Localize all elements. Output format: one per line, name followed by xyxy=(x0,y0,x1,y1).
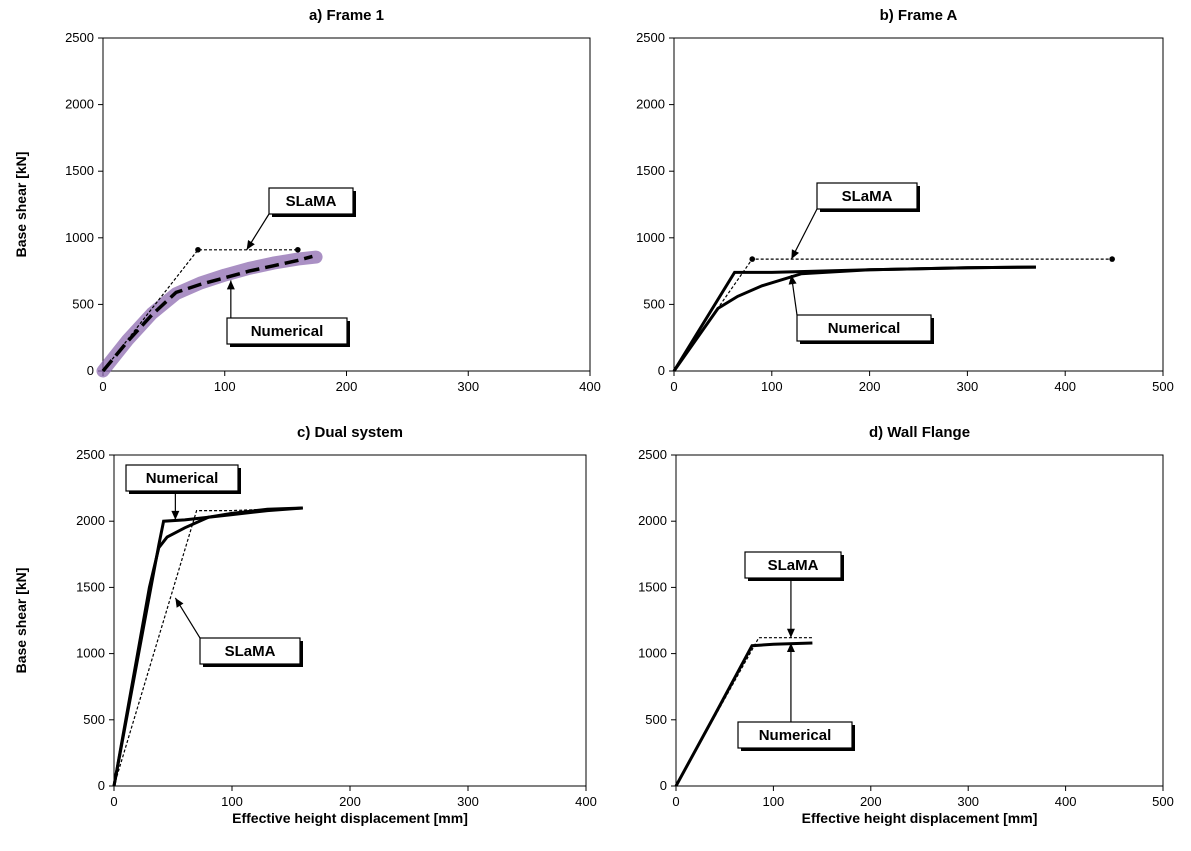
callout-arrowhead xyxy=(788,275,797,285)
chart-title: c) Dual system xyxy=(297,424,403,441)
x-tick-label: 100 xyxy=(761,379,783,394)
x-tick-label: 500 xyxy=(1152,379,1174,394)
x-tick-label: 400 xyxy=(575,794,597,809)
series-numerical-bilinear xyxy=(112,506,303,787)
x-tick-label: 400 xyxy=(1054,379,1076,394)
x-tick-label: 200 xyxy=(336,379,358,394)
callout-label: SLaMA xyxy=(768,557,819,574)
x-tick-label: 300 xyxy=(957,794,979,809)
callout-box xyxy=(268,187,354,215)
x-axis-label: Effective height displacement [mm] xyxy=(802,810,1038,826)
plot-area xyxy=(113,454,587,787)
x-tick-label: 200 xyxy=(860,794,882,809)
callout-box xyxy=(226,317,348,345)
callout-label: SLaMA xyxy=(286,193,337,210)
x-tick-label: 100 xyxy=(214,379,236,394)
callout-arrowhead xyxy=(791,249,800,260)
y-tick-label: 1500 xyxy=(638,579,667,594)
x-tick-label: 100 xyxy=(221,794,243,809)
x-tick-label: 200 xyxy=(339,794,361,809)
series-slama xyxy=(113,507,301,787)
callout-box xyxy=(796,314,932,342)
callout-arrowhead xyxy=(175,597,184,608)
y-tick-label: 1000 xyxy=(76,646,105,661)
callout-box xyxy=(737,721,853,749)
x-tick-label: 500 xyxy=(1152,794,1174,809)
x-tick-label: 400 xyxy=(1055,794,1077,809)
y-axis-label: Base shear [kN] xyxy=(13,568,29,674)
y-tick-label: 2500 xyxy=(636,30,665,45)
callout-label: Numerical xyxy=(251,323,324,340)
y-tick-label: 2000 xyxy=(65,97,94,112)
y-tick-label: 1500 xyxy=(76,579,105,594)
series-slama xyxy=(102,249,298,372)
series-numerical-solid xyxy=(674,641,813,787)
x-tick-label: 0 xyxy=(672,794,679,809)
y-tick-label: 1000 xyxy=(65,230,94,245)
callout-box xyxy=(744,551,842,579)
slama-point-marker xyxy=(749,256,756,262)
y-tick-label: 0 xyxy=(660,778,667,793)
callout-label: SLaMA xyxy=(225,643,276,660)
x-tick-label: 0 xyxy=(99,379,106,394)
chart-panel-1: a) Frame 1 0 500 1000 1500 2000 2500 0 100 200 300… xyxy=(13,7,601,394)
x-tick-label: 300 xyxy=(457,794,479,809)
callout-box xyxy=(816,182,918,210)
series-slama xyxy=(675,637,813,787)
slama-point-marker xyxy=(195,246,201,253)
x-tick-label: 0 xyxy=(670,379,677,394)
y-tick-label: 1000 xyxy=(636,230,665,245)
y-tick-label: 500 xyxy=(83,712,105,727)
y-tick-label: 2500 xyxy=(638,447,667,462)
callout-arrowhead xyxy=(786,643,795,653)
callout-label: SLaMA xyxy=(842,188,893,205)
chart-title: a) Frame 1 xyxy=(309,7,384,24)
callout-label: Numerical xyxy=(146,470,219,487)
y-tick-label: 2000 xyxy=(76,513,105,528)
callout-label: Numerical xyxy=(828,320,901,337)
callout-arrowhead xyxy=(246,240,255,250)
chart-title: d) Wall Flange xyxy=(869,424,970,441)
chart-panel-4: d) Wall Flange 0 500 1000 1500 2000 2500 0 100 20… xyxy=(638,424,1174,826)
slama-point-marker xyxy=(295,246,301,253)
y-tick-label: 0 xyxy=(658,363,665,378)
y-tick-label: 1000 xyxy=(638,646,667,661)
callout-box xyxy=(125,464,239,492)
x-axis-label: Effective height displacement [mm] xyxy=(232,810,468,826)
y-tick-label: 1500 xyxy=(636,163,665,178)
series-numerical-dashed xyxy=(101,254,313,373)
x-tick-label: 0 xyxy=(110,794,117,809)
x-tick-label: 200 xyxy=(859,379,881,394)
y-tick-label: 2500 xyxy=(65,30,94,45)
series-numerical-band xyxy=(96,250,323,378)
chart-panel-3: c) Dual system 0 500 1000 1500 2000 2500 0 100 20… xyxy=(13,424,597,826)
y-tick-label: 500 xyxy=(643,296,665,311)
slama-point-marker xyxy=(1109,256,1115,262)
y-tick-label: 0 xyxy=(87,363,94,378)
y-tick-label: 0 xyxy=(98,778,105,793)
y-tick-label: 500 xyxy=(72,296,94,311)
callout-box xyxy=(199,637,301,665)
y-tick-label: 2500 xyxy=(76,447,105,462)
series-numerical-bilinear xyxy=(672,265,1036,372)
x-tick-label: 100 xyxy=(763,794,785,809)
y-tick-label: 1500 xyxy=(65,163,94,178)
callout-arrowhead xyxy=(786,628,795,638)
callout-arrow xyxy=(790,208,818,260)
callout-arrowhead xyxy=(171,510,180,520)
chart-title: b) Frame A xyxy=(880,7,958,24)
y-tick-label: 500 xyxy=(645,712,667,727)
chart-panel-2: b) Frame A 0 500 1000 1500 2000 2500 0 100 200 300… xyxy=(636,7,1174,394)
y-tick-label: 2000 xyxy=(636,97,665,112)
y-tick-label: 2000 xyxy=(638,513,667,528)
x-tick-label: 400 xyxy=(579,379,601,394)
callout-label: Numerical xyxy=(759,727,832,744)
callout-arrowhead xyxy=(226,280,235,290)
x-tick-label: 300 xyxy=(457,379,479,394)
x-tick-label: 300 xyxy=(957,379,979,394)
y-axis-label: Base shear [kN] xyxy=(13,152,29,258)
